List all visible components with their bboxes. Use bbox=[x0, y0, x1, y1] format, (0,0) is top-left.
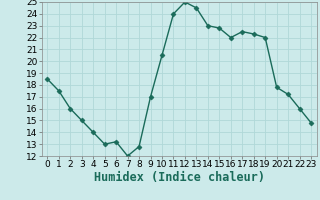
X-axis label: Humidex (Indice chaleur): Humidex (Indice chaleur) bbox=[94, 171, 265, 184]
